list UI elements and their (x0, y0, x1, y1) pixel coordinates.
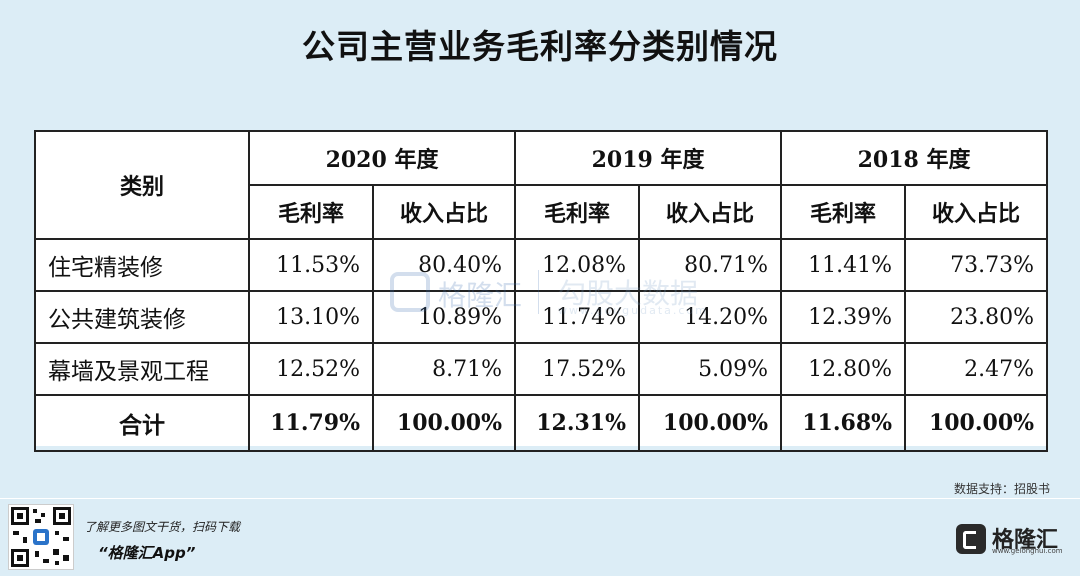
metric-header-share: 收入占比 (638, 184, 783, 240)
table-cell: 80.40% (371, 238, 517, 292)
table-cell-total: 11.79% (248, 394, 374, 452)
table-cell-total: 12.31% (514, 394, 641, 452)
table-cell: 12.39% (780, 290, 907, 344)
row-category: 公共建筑装修 (34, 290, 250, 344)
gelonghui-logo-icon (956, 524, 986, 554)
table-cell: 17.52% (514, 342, 641, 396)
data-source-note: 数据支持：招股书 (953, 482, 1050, 496)
brand-logo: 格隆汇 www.gelonghui.com (956, 518, 1066, 558)
header-row-years: 类别 2020 年度 2019 年度 2018 年度 (34, 130, 1049, 240)
metric-header-share: 收入占比 (904, 184, 1049, 240)
table-cell-total: 11.68% (780, 394, 907, 452)
table-cell: 11.74% (514, 290, 641, 344)
row-category: 幕墙及景观工程 (34, 342, 250, 396)
category-header: 类别 (34, 130, 250, 240)
year-header: 2020 年度 (247, 130, 517, 186)
gross-margin-table-container: 类别 2020 年度 2019 年度 2018 年度 毛利率 收入占比 毛利率 … (34, 130, 1049, 452)
total-label: 合计 (34, 394, 250, 452)
table-cell: 80.71% (638, 238, 783, 292)
header-row-metrics: 毛利率 收入占比 毛利率 收入占比 毛利率 收入占比 (35, 184, 1049, 240)
table-row: 幕墙及景观工程 12.52% 8.71% 17.52% 5.09% 12.80%… (34, 342, 1049, 396)
page-title: 公司主营业务毛利率分类别情况 (302, 27, 778, 66)
table-cell: 11.41% (780, 238, 907, 292)
row-category: 住宅精装修 (34, 238, 250, 292)
metric-header-margin: 毛利率 (780, 184, 907, 240)
table-cell: 12.08% (514, 238, 641, 292)
table-cell-total: 100.00% (904, 394, 1049, 452)
year-header: 2018 年度 (780, 130, 1049, 186)
table-cell: 12.80% (780, 342, 907, 396)
table-cell: 5.09% (638, 342, 783, 396)
table-cell: 8.71% (371, 342, 517, 396)
table-row: 公共建筑装修 13.10% 10.89% 11.74% 14.20% 12.39… (34, 290, 1049, 344)
metric-header-share: 收入占比 (371, 184, 517, 240)
table-cell-total: 100.00% (371, 394, 517, 452)
table-cell: 23.80% (904, 290, 1049, 344)
table-cell: 10.89% (371, 290, 517, 344)
gross-margin-table: 类别 2020 年度 2019 年度 2018 年度 毛利率 收入占比 毛利率 … (34, 130, 1049, 452)
table-row-total: 合计 11.79% 100.00% 12.31% 100.00% 11.68% … (34, 394, 1049, 452)
table-cell: 11.53% (248, 238, 374, 292)
brand-url: www.gelonghui.com (992, 547, 1063, 555)
promo-text: 了解更多图文干货，扫码下载 (84, 520, 241, 534)
table-cell: 2.47% (904, 342, 1049, 396)
table-row: 住宅精装修 11.53% 80.40% 12.08% 80.71% 11.41%… (34, 238, 1049, 292)
table-cell-total: 100.00% (638, 394, 783, 452)
footer-divider (0, 498, 1080, 499)
metric-header-margin: 毛利率 (248, 184, 374, 240)
app-name: “格隆汇App” (98, 544, 196, 562)
qr-code-icon[interactable] (8, 504, 74, 570)
table-cell: 12.52% (248, 342, 374, 396)
metric-header-margin: 毛利率 (514, 184, 641, 240)
table-cell: 14.20% (638, 290, 783, 344)
table-cell: 73.73% (904, 238, 1049, 292)
year-header: 2019 年度 (514, 130, 783, 186)
table-cell: 13.10% (248, 290, 374, 344)
brand-name: 格隆汇 (992, 528, 1059, 553)
